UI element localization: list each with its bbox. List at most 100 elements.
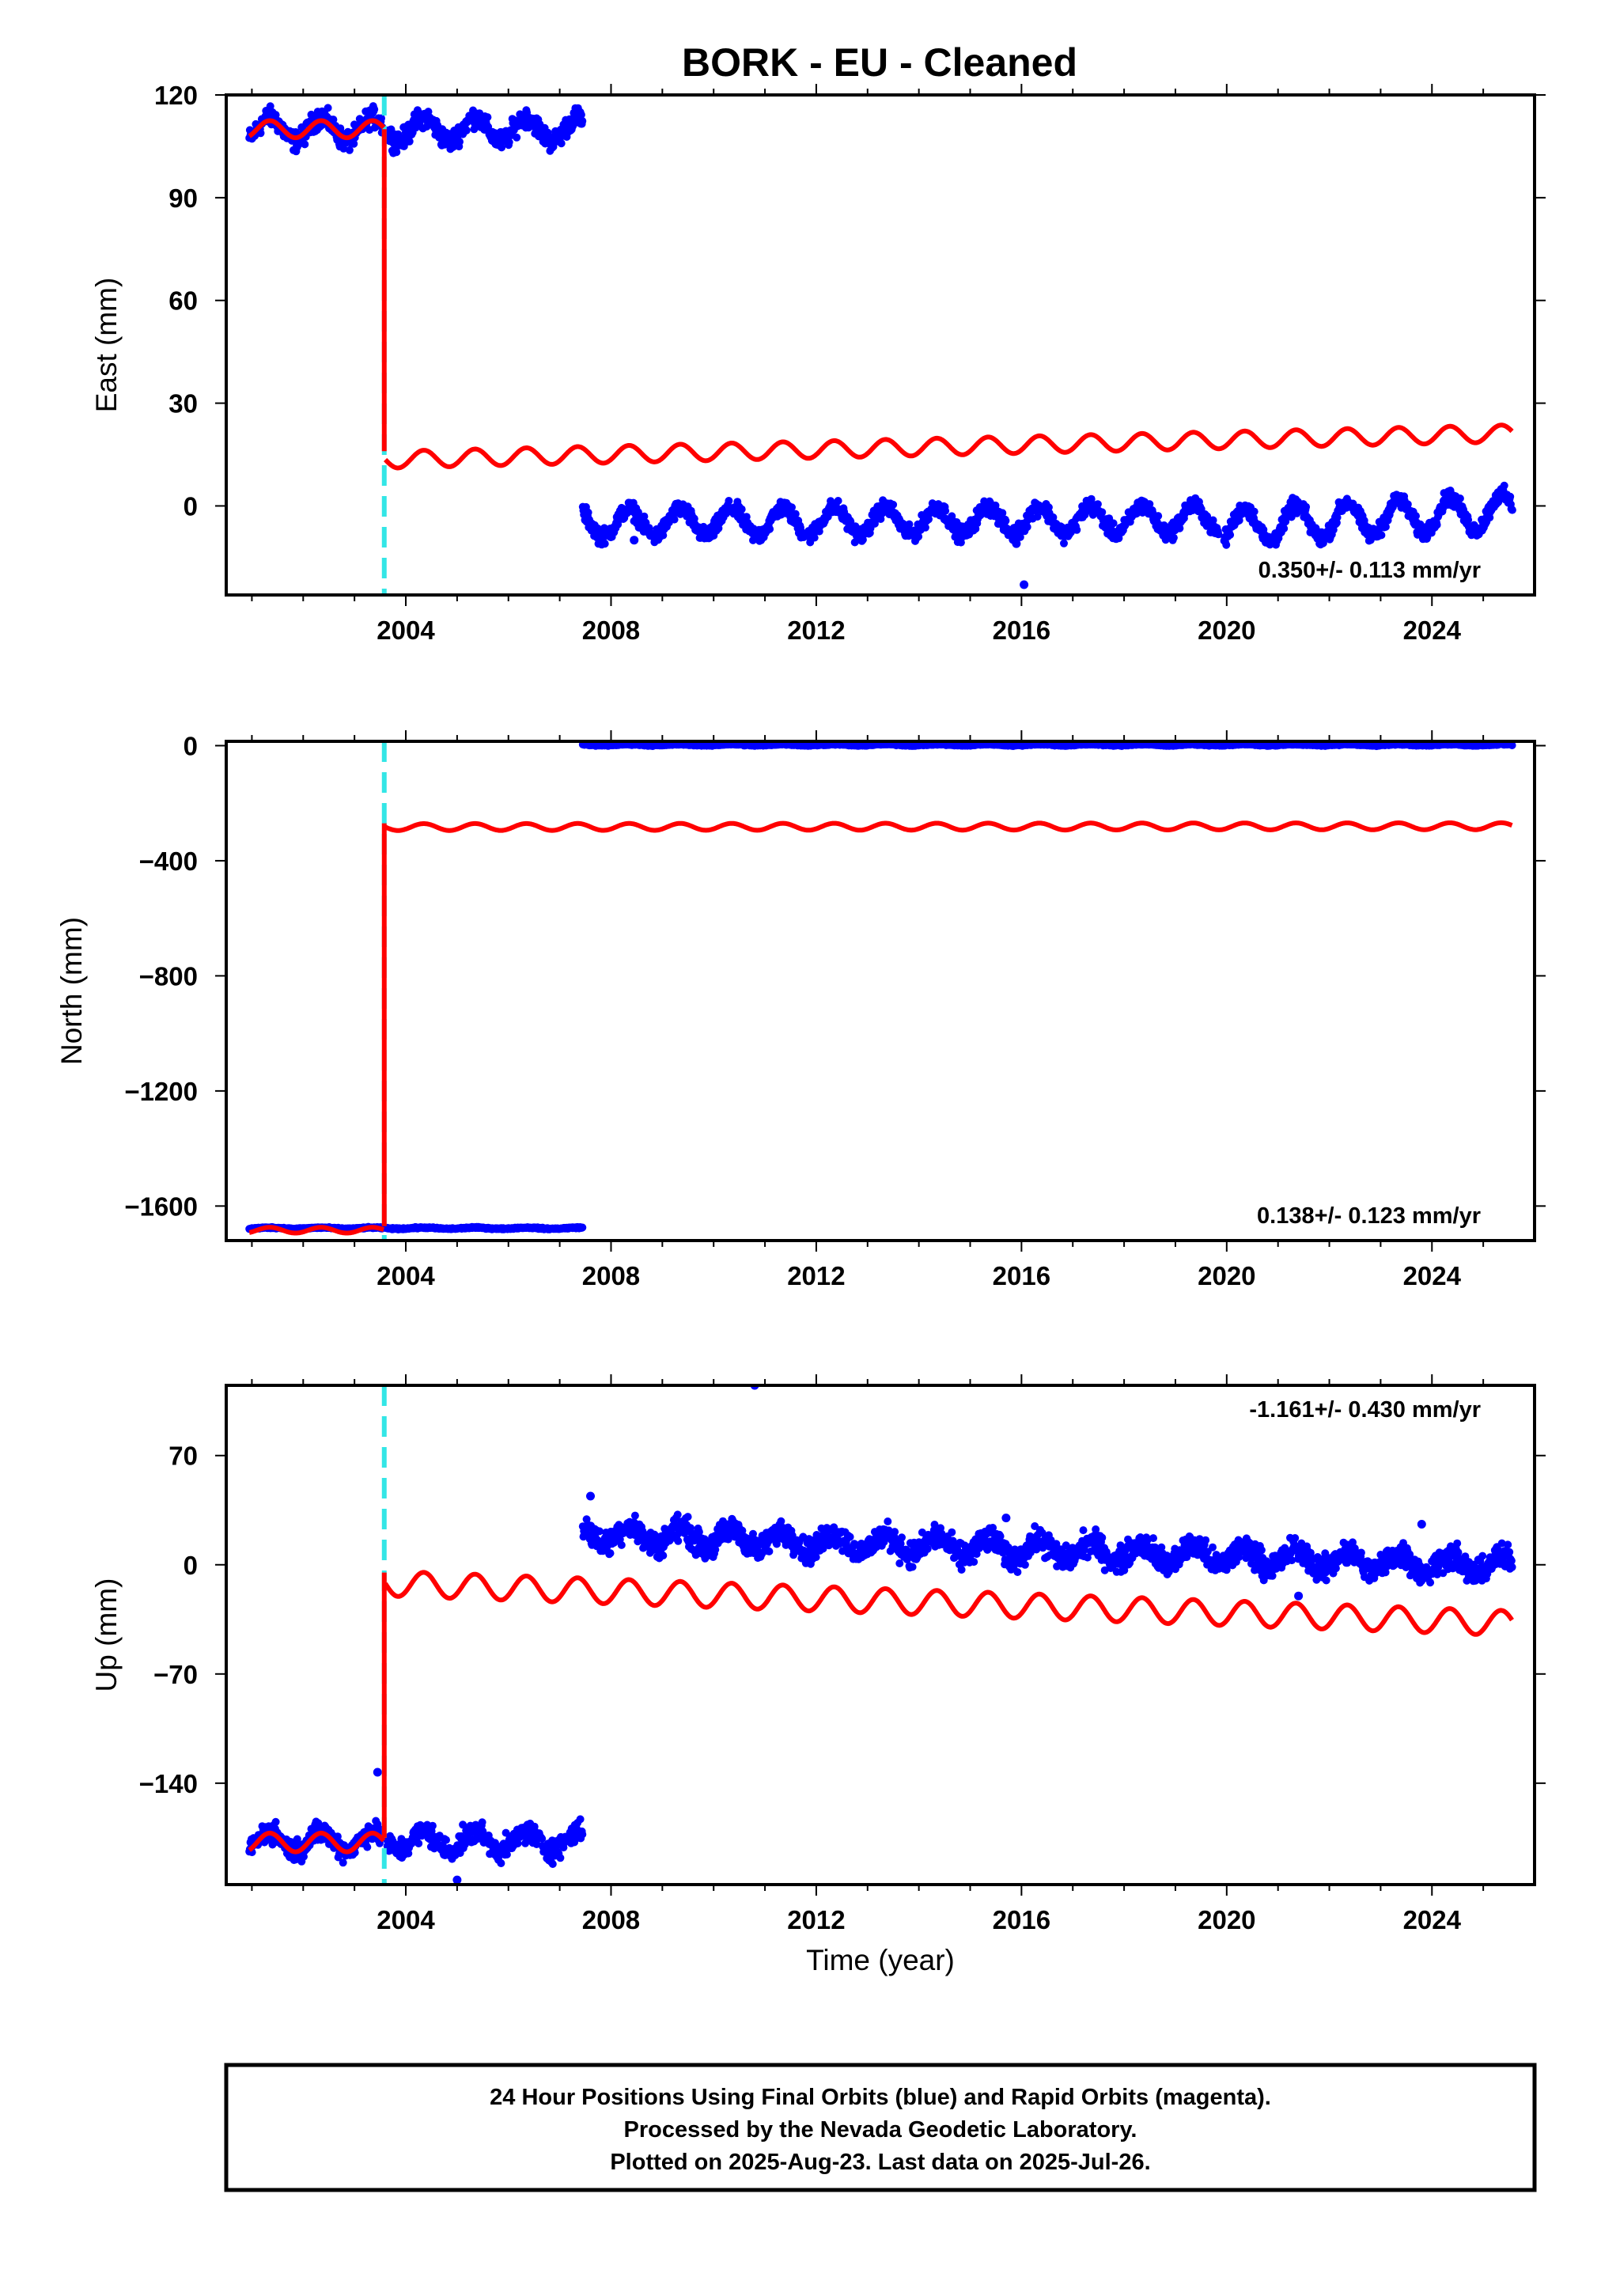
east-data-point xyxy=(557,139,566,148)
east-data-point xyxy=(462,126,471,135)
east-data-point xyxy=(1412,512,1420,521)
east-data-point xyxy=(1073,525,1081,534)
east-data-point xyxy=(329,116,338,124)
east-data-point xyxy=(846,517,855,526)
east-data-point xyxy=(725,497,733,505)
east-x-tick-label: 2012 xyxy=(787,616,845,645)
east-data-point xyxy=(1302,502,1311,511)
east-y-tick-label: 90 xyxy=(168,184,198,213)
north-y-tick-label: −1200 xyxy=(124,1077,198,1106)
east-data-point xyxy=(791,510,800,518)
east-data-point xyxy=(1250,507,1258,516)
east-data-point xyxy=(483,113,492,122)
north-y-axis-label: North (mm) xyxy=(55,917,88,1065)
east-data-point xyxy=(266,102,274,111)
up-data-points xyxy=(245,1385,1516,1885)
north-y-tick-label: −800 xyxy=(139,961,198,991)
east-frame xyxy=(225,93,1536,597)
north-x-tick-label: 2020 xyxy=(1198,1261,1255,1290)
east-data-point xyxy=(324,104,332,112)
east-data-point xyxy=(810,533,819,542)
north-ticks xyxy=(215,730,1546,1252)
east-data-point xyxy=(1033,513,1042,521)
north-frame xyxy=(225,740,1536,1242)
east-data-point xyxy=(350,139,358,148)
east-x-tick-label: 2004 xyxy=(377,616,435,645)
east-data-point xyxy=(498,143,506,152)
chart-title: BORK - EU - Cleaned xyxy=(682,40,1077,85)
east-data-point xyxy=(834,497,842,505)
east-data-point xyxy=(905,520,914,529)
east-x-tick-label: 2024 xyxy=(1403,616,1462,645)
east-data-point xyxy=(256,129,265,138)
east-data-point xyxy=(1109,519,1118,528)
north-data-points xyxy=(245,741,1516,1233)
east-data-point xyxy=(577,111,585,119)
east-data-point xyxy=(1145,500,1154,509)
east-data-point xyxy=(513,133,521,142)
east-data-point xyxy=(659,531,668,540)
east-data-point xyxy=(392,148,401,157)
up-plot-area xyxy=(245,1385,1516,1885)
north-rate-label: 0.138+/- 0.123 mm/yr xyxy=(1257,1203,1481,1229)
north-x-tick-label: 2008 xyxy=(582,1261,640,1290)
east-data-point xyxy=(1381,522,1390,531)
east-outlier-point xyxy=(1012,539,1021,548)
east-data-point xyxy=(405,137,414,146)
east-data-point xyxy=(914,532,923,541)
up-data-point xyxy=(271,1817,280,1826)
east-data-point xyxy=(1280,525,1289,532)
east-data-point xyxy=(1098,508,1107,517)
north-plot-area xyxy=(245,741,1516,1241)
east-data-point xyxy=(1209,516,1217,525)
east-data-point xyxy=(670,515,679,524)
east-data-point xyxy=(1222,540,1231,549)
east-model-line-2 xyxy=(383,422,1514,471)
east-y-axis-label: East (mm) xyxy=(90,278,123,413)
east-data-point xyxy=(456,138,464,146)
east-ticks xyxy=(215,84,1546,606)
east-data-point xyxy=(998,509,1007,517)
east-data-point xyxy=(377,114,385,123)
north-y-tick-label: −1600 xyxy=(124,1192,198,1221)
east-data-point xyxy=(301,140,309,149)
east-data-point xyxy=(578,117,587,125)
east-data-point xyxy=(1226,531,1235,539)
east-data-point xyxy=(1087,494,1096,503)
east-data-point xyxy=(858,536,867,544)
east-data-point xyxy=(1403,500,1412,509)
east-data-point xyxy=(889,500,898,509)
east-x-tick-label: 2020 xyxy=(1198,616,1255,645)
east-data-point xyxy=(737,505,746,513)
east-data-point xyxy=(1016,532,1024,541)
east-data-point xyxy=(543,128,552,137)
east-x-tick-label: 2008 xyxy=(582,616,640,645)
north-panel: 2004 2008 2012 2016 2020 20240−400−800−1200−1… xyxy=(55,730,1546,1290)
north-y-tick-label: −400 xyxy=(139,847,198,876)
east-rate-label: 0.350+/- 0.113 mm/yr xyxy=(1258,558,1481,583)
east-data-point xyxy=(1001,517,1010,525)
east-data-point xyxy=(370,105,379,114)
north-x-tick-label: 2012 xyxy=(787,1261,845,1290)
east-data-points xyxy=(245,102,1516,589)
north-data-point xyxy=(1508,741,1516,749)
east-data-point xyxy=(640,512,649,521)
east-data-point xyxy=(1093,500,1102,509)
east-x-tick-label: 2016 xyxy=(993,616,1050,645)
east-data-point xyxy=(941,506,950,515)
east-y-tick-label: 120 xyxy=(154,81,198,110)
east-data-point xyxy=(788,503,796,512)
east-data-point xyxy=(291,128,300,136)
north-x-tick-label: 2016 xyxy=(993,1261,1050,1290)
east-data-point xyxy=(600,540,609,548)
east-data-point xyxy=(1023,523,1031,531)
east-data-point xyxy=(921,523,929,532)
north-x-tick-label: 2024 xyxy=(1403,1261,1462,1290)
north-model-line-1 xyxy=(248,1225,385,1236)
east-data-point xyxy=(345,146,354,154)
north-model-line-2 xyxy=(384,820,1514,833)
east-data-point xyxy=(505,138,513,146)
north-data-point xyxy=(578,1223,587,1232)
